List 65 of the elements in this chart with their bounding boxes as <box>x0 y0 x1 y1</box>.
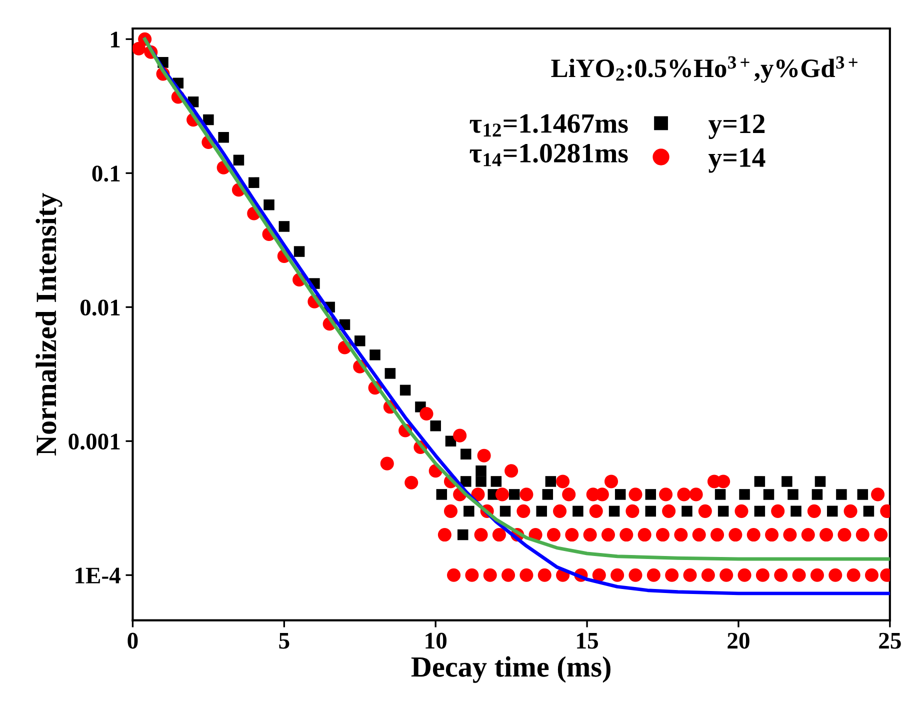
point <box>460 448 472 460</box>
point <box>763 489 774 500</box>
point <box>645 506 656 517</box>
point <box>572 506 584 517</box>
point <box>863 506 874 517</box>
point <box>682 506 692 517</box>
x-tick-label: 15 <box>577 632 598 649</box>
point <box>812 489 823 500</box>
point <box>490 476 502 487</box>
point <box>614 489 626 500</box>
point <box>264 199 274 210</box>
point <box>476 476 486 487</box>
point <box>294 246 305 257</box>
point <box>384 368 396 379</box>
y-tick-label: 1 <box>110 32 120 48</box>
point <box>645 489 656 500</box>
annotation: τ$_{14}$=1.0281ms <box>470 144 628 166</box>
point <box>278 221 290 232</box>
point <box>790 506 802 517</box>
y-tick-label: 1E-4 <box>76 568 120 584</box>
x-tick-label: 5 <box>279 633 290 649</box>
point <box>542 489 554 500</box>
point <box>788 489 798 500</box>
point <box>754 476 766 487</box>
point <box>476 465 486 476</box>
y-axis-title: Normalized Intensity <box>36 193 62 456</box>
point <box>608 506 620 517</box>
point <box>500 506 511 517</box>
point <box>430 420 441 432</box>
point <box>460 476 472 487</box>
point <box>814 476 826 487</box>
point <box>536 506 547 517</box>
point <box>233 154 244 166</box>
legend-title: LiYO$_{2}$:0.5%Ho$^{3+}$,y%Gd$^{3+}$ <box>551 56 858 83</box>
point <box>508 489 520 500</box>
point <box>354 335 366 346</box>
point <box>464 506 474 517</box>
point <box>857 489 868 500</box>
y-tick-label: 0.01 <box>80 300 120 316</box>
point <box>370 350 380 360</box>
point <box>826 506 838 517</box>
point <box>436 489 448 500</box>
x-tick-label: 25 <box>879 632 901 649</box>
legend-label: y=14 <box>708 148 766 173</box>
y-tick-label: 0.1 <box>92 166 120 182</box>
x-tick-label: 20 <box>728 632 750 649</box>
point <box>714 489 726 500</box>
point <box>248 177 260 188</box>
point <box>218 132 229 143</box>
point <box>836 489 847 500</box>
point <box>445 436 456 446</box>
point <box>739 489 750 500</box>
point <box>400 384 411 396</box>
point <box>545 476 556 487</box>
point <box>718 506 729 517</box>
point <box>782 476 792 487</box>
point <box>754 506 766 517</box>
annotation: τ$_{12}$=1.1467ms <box>470 114 628 136</box>
x-tick-label: 0 <box>128 632 138 649</box>
y-tick-label: 0.001 <box>68 434 120 450</box>
x-tick-label: 10 <box>426 632 446 649</box>
legend-label: y=12 <box>708 114 765 139</box>
x-axis-title: Decay time (ms) <box>411 656 610 683</box>
point <box>457 529 468 540</box>
point <box>203 114 214 126</box>
